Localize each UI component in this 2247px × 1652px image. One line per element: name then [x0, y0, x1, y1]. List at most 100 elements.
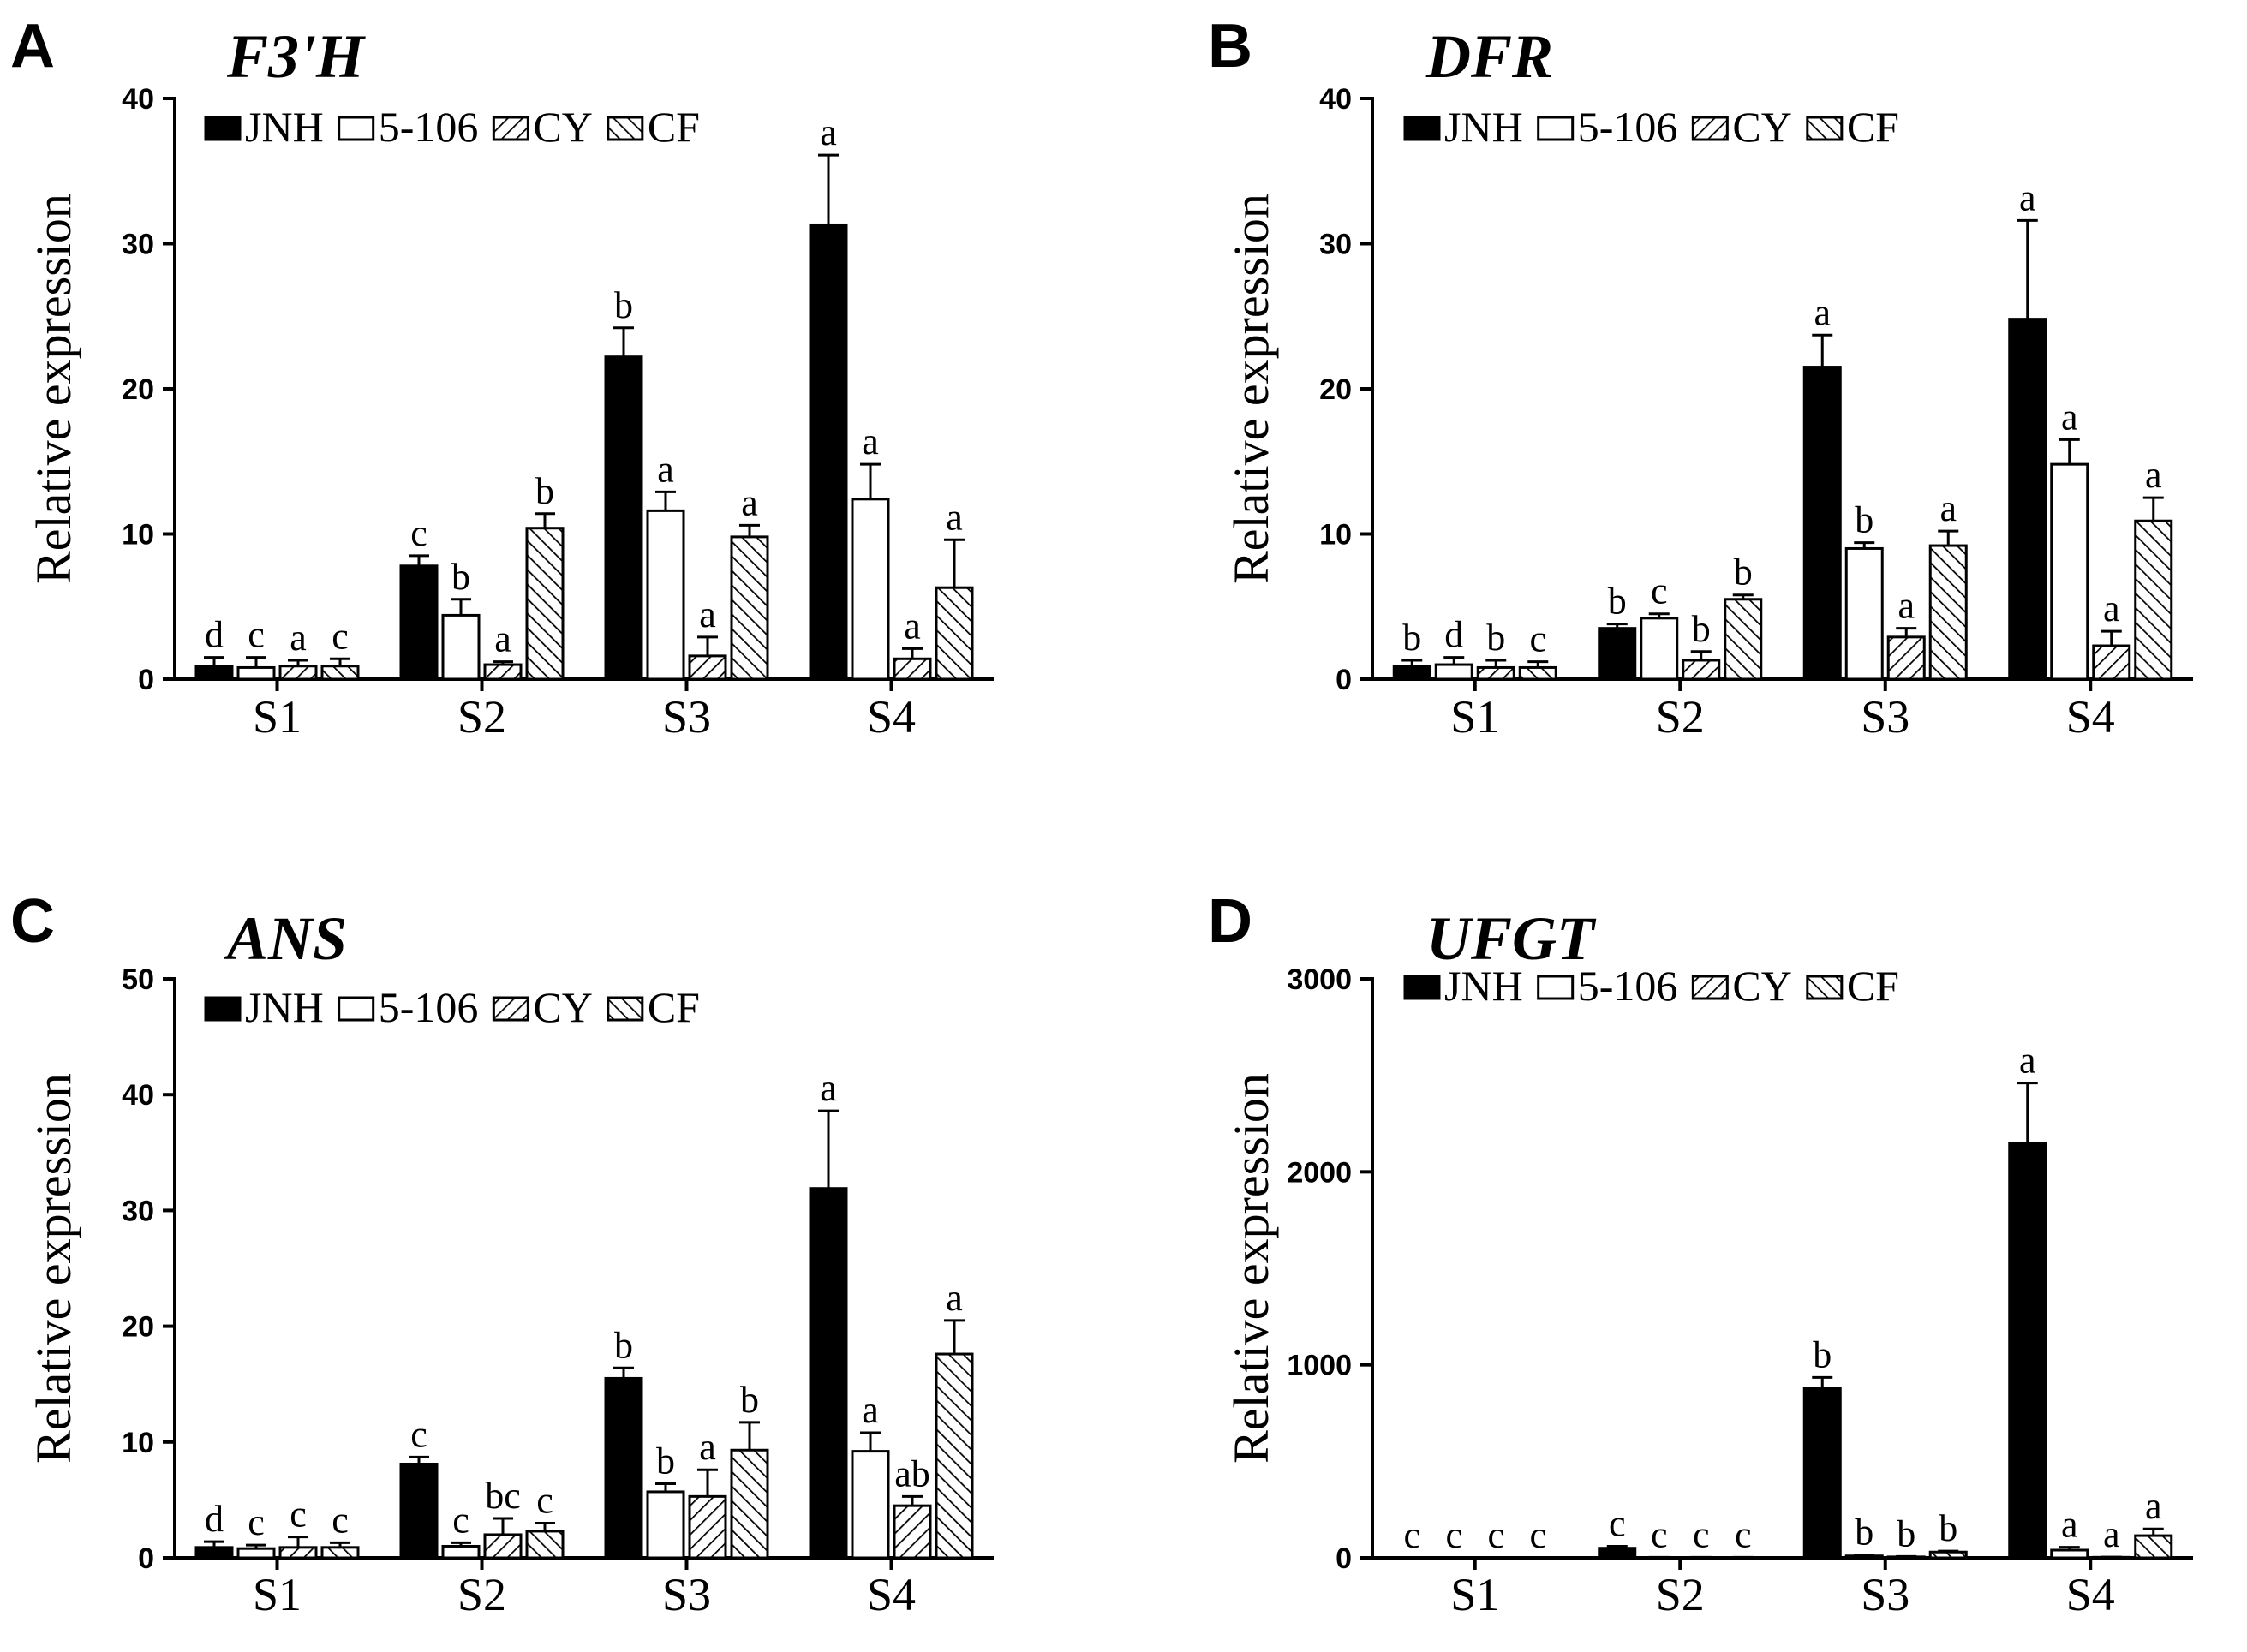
significance-label: d: [1444, 614, 1463, 656]
bar-jnh-s2: [1598, 627, 1637, 681]
y-tick-label: 30: [122, 229, 154, 261]
significance-label: c: [1403, 1514, 1420, 1556]
legend-swatch-cy: [1691, 975, 1729, 1000]
legend-label-jnh: JNH: [245, 103, 324, 151]
legend-swatch-5-106: [338, 116, 375, 141]
significance-label: a: [699, 1426, 716, 1468]
bar-5-106-s2: [441, 613, 481, 681]
panel-label: C: [10, 887, 55, 956]
legend-swatch-5-106: [338, 996, 375, 1022]
significance-label: b: [614, 1324, 633, 1366]
significance-label: a: [2061, 1504, 2078, 1546]
significance-label: c: [332, 615, 349, 657]
legend-swatch-cy: [1691, 116, 1729, 141]
significance-label: c: [290, 1494, 307, 1536]
gene-title: F3'H: [226, 22, 366, 91]
bar-jnh-s3: [604, 355, 643, 681]
y-tick-label: 3000: [1287, 963, 1352, 996]
bar-jnh-s4: [809, 223, 848, 681]
bar-5-106-s1: [236, 665, 276, 681]
bar-cf-s1: [1518, 665, 1557, 681]
legend-swatch-cy: [492, 996, 529, 1022]
bar-cf-s4: [2134, 1534, 2173, 1560]
bar-cf-s2: [1724, 598, 1763, 681]
y-axis-label: Relative expression: [26, 1073, 81, 1464]
x-tick-label-s1: S1: [1450, 691, 1499, 743]
significance-label: a: [946, 496, 963, 538]
significance-label: c: [1609, 1502, 1626, 1544]
bar-5-106-s3: [646, 509, 685, 681]
gene-title: UFGT: [1426, 904, 1597, 973]
x-tick-label-s3: S3: [662, 1569, 711, 1620]
legend-label-jnh: JNH: [245, 983, 324, 1031]
legend-swatch-cf: [607, 996, 644, 1022]
bar-jnh-s1: [194, 665, 234, 681]
bar-5-106-s4: [2050, 1548, 2089, 1560]
y-tick-label: 0: [1336, 1542, 1352, 1575]
x-tick-label-s4: S4: [867, 691, 916, 743]
y-axis-label: Relative expression: [26, 194, 81, 584]
legend-swatch-5-106: [1537, 116, 1575, 141]
bar-jnh-s1: [1392, 665, 1431, 681]
bar-cf-s4: [2134, 519, 2173, 681]
x-tick-label-s2: S2: [457, 691, 506, 743]
legend-swatch-cf: [1806, 975, 1844, 1000]
y-tick-label: 0: [1336, 664, 1352, 696]
significance-label: a: [862, 420, 879, 462]
significance-label: c: [536, 1479, 553, 1521]
y-tick-label: 10: [122, 519, 154, 552]
legend-swatch-cy: [492, 116, 529, 141]
y-tick-label: 1000: [1287, 1350, 1352, 1382]
significance-label: a: [2103, 1513, 2120, 1555]
y-tick-label: 20: [122, 1311, 154, 1344]
significance-label: d: [205, 614, 224, 656]
legend-label-cf: CF: [648, 983, 700, 1031]
y-tick-label: 0: [138, 1542, 154, 1575]
significance-label: c: [248, 614, 265, 656]
bar-cf-s3: [730, 535, 769, 681]
significance-label: a: [820, 111, 837, 153]
significance-label: b: [1939, 1507, 1957, 1549]
panel-label: B: [1208, 12, 1252, 81]
bar-5-106-s3: [646, 1490, 685, 1560]
y-tick-label: 10: [122, 1427, 154, 1459]
legend-label-5-106: 5-106: [1578, 103, 1678, 151]
significance-label: a: [946, 1277, 963, 1319]
y-tick-label: 50: [122, 963, 154, 996]
bar-5-106-s2: [441, 1544, 481, 1560]
bar-jnh-s2: [1598, 1547, 1637, 1560]
significance-label: c: [452, 1499, 469, 1541]
panel-label: A: [10, 12, 55, 81]
bar-5-106-s4: [2050, 462, 2089, 681]
significance-label: b: [1486, 617, 1505, 659]
legend-label-5-106: 5-106: [379, 983, 479, 1031]
significance-label: a: [904, 605, 921, 647]
panel-label: D: [1208, 887, 1252, 956]
significance-label: b: [656, 1440, 675, 1482]
bar-5-106-s3: [1844, 546, 1884, 681]
bar-cf-s4: [935, 586, 974, 681]
significance-label: bc: [485, 1475, 521, 1517]
significance-label: a: [657, 448, 674, 490]
significance-label: b: [1855, 1512, 1873, 1554]
bar-5-106-s1: [1434, 663, 1473, 681]
significance-label: a: [2019, 176, 2036, 218]
bar-cy-s1: [278, 665, 318, 681]
legend-label-cy: CY: [1732, 962, 1791, 1010]
bar-jnh-s2: [399, 564, 439, 681]
significance-label: c: [1445, 1514, 1462, 1556]
legend-label-5-106: 5-106: [1578, 962, 1678, 1010]
bar-cy-s4: [893, 657, 932, 681]
legend-swatch-cf: [1806, 116, 1844, 141]
significance-label: a: [2145, 1485, 2162, 1527]
y-tick-label: 30: [1319, 229, 1352, 261]
x-tick-label-s3: S3: [1861, 1569, 1909, 1620]
bar-jnh-s2: [399, 1462, 439, 1560]
legend-label-cy: CY: [533, 983, 592, 1031]
bar-jnh-s3: [604, 1376, 643, 1560]
bar-cy-s3: [688, 654, 727, 681]
x-tick-label-s1: S1: [253, 691, 302, 743]
significance-label: c: [1529, 618, 1546, 660]
